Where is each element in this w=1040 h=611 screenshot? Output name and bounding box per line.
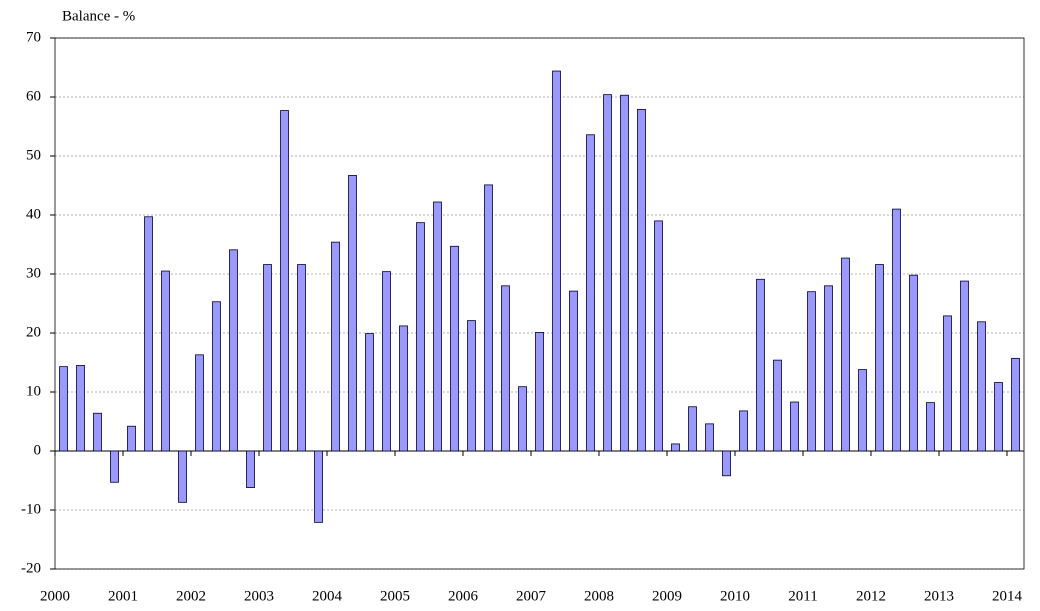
bar (382, 271, 391, 452)
x-tick-label: 2006 (448, 588, 479, 604)
y-tick-label: -20 (21, 560, 41, 576)
bar (229, 249, 238, 452)
bar (790, 401, 799, 452)
bar (297, 264, 306, 452)
x-tick-label: 2011 (788, 588, 817, 604)
bar (620, 94, 629, 452)
bar (739, 410, 748, 452)
bar (569, 290, 578, 452)
bar (722, 450, 731, 477)
bar (348, 175, 357, 452)
bar (1011, 357, 1020, 452)
x-tick-label: 2012 (856, 588, 886, 604)
bar (93, 412, 102, 452)
x-tick-label: 2007 (516, 588, 547, 604)
y-tick-label: 70 (26, 29, 41, 45)
bar (535, 332, 544, 452)
bar (892, 208, 901, 452)
x-tick-label: 2003 (244, 588, 274, 604)
bar (603, 94, 612, 452)
bar (807, 291, 816, 452)
bar (399, 325, 408, 452)
y-tick-label: 20 (26, 324, 41, 340)
y-tick-label: 40 (26, 206, 41, 222)
bar (994, 382, 1003, 452)
x-tick-label: 2010 (720, 588, 750, 604)
bar (909, 274, 918, 452)
bar (671, 443, 680, 452)
bar (314, 450, 323, 523)
bar (433, 201, 442, 452)
bar (450, 245, 459, 452)
bar (654, 220, 663, 452)
bar (756, 278, 765, 452)
bar (212, 301, 221, 452)
bar (127, 425, 136, 452)
bar (76, 365, 85, 452)
bar (688, 406, 697, 452)
y-tick-label: 50 (26, 147, 41, 163)
bar (331, 241, 340, 452)
bar (110, 450, 119, 483)
y-tick-label: 10 (26, 383, 41, 399)
bar (246, 450, 255, 488)
bar (586, 134, 595, 452)
bar (926, 402, 935, 452)
bar (960, 280, 969, 452)
bar (161, 270, 170, 452)
x-tick-label: 2008 (584, 588, 614, 604)
bar (280, 110, 289, 452)
bar (467, 320, 476, 452)
bar (416, 222, 425, 452)
y-tick-label: 30 (26, 265, 41, 281)
bar (773, 359, 782, 452)
y-axis-label: Balance - % (62, 8, 135, 24)
bar (977, 321, 986, 452)
bar (501, 285, 510, 452)
bar (178, 450, 187, 503)
bar (144, 216, 153, 452)
bar (824, 285, 833, 452)
x-tick-label: 2002 (176, 588, 206, 604)
bar (705, 423, 714, 452)
bar (365, 333, 374, 452)
bar (858, 369, 867, 452)
y-tick-label: 60 (26, 88, 41, 104)
x-tick-label: 2009 (652, 588, 682, 604)
x-tick-label: 2005 (380, 588, 410, 604)
bar (875, 264, 884, 452)
bar (484, 184, 493, 452)
bar (263, 264, 272, 452)
x-tick-label: 2000 (40, 588, 70, 604)
plot-border (54, 37, 1025, 570)
x-tick-label: 2004 (312, 588, 343, 604)
y-tick-label: 0 (34, 442, 42, 458)
bar (59, 366, 68, 452)
y-tick-label: -10 (21, 501, 41, 517)
x-tick-label: 2001 (108, 588, 138, 604)
bar (552, 70, 561, 452)
bar (841, 257, 850, 452)
bar (637, 108, 646, 452)
bar (518, 386, 527, 452)
bar (943, 315, 952, 452)
bar (195, 354, 204, 452)
x-tick-label: 2013 (924, 588, 954, 604)
x-tick-label: 2014 (992, 588, 1023, 604)
